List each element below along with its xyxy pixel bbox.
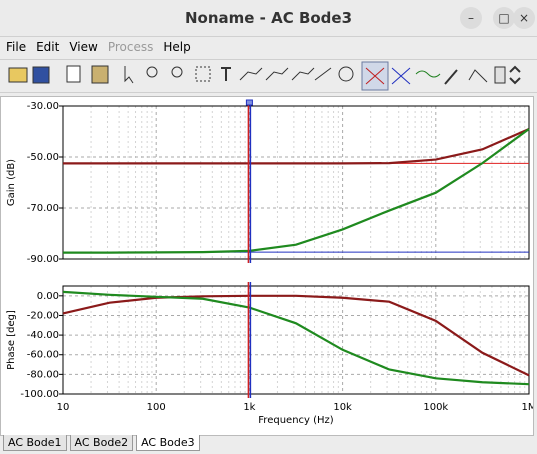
curve-tool-1[interactable]	[239, 67, 263, 81]
zoom-out-icon[interactable]	[171, 66, 183, 78]
text-icon[interactable]	[221, 67, 231, 81]
y-axis-title: Phase [deg]	[6, 310, 17, 370]
paste-icon[interactable]	[91, 65, 109, 84]
x-tick-label: 10k	[333, 402, 352, 413]
curve-tool-2[interactable]	[265, 67, 289, 81]
menu-item[interactable]: Process	[107, 40, 154, 54]
menu-item[interactable]: View	[69, 40, 98, 54]
toolbar-icons	[8, 61, 521, 91]
plot-panel: Frequency (Hz) 10 100 1k 10k 100k 1M -30.00 -50…	[0, 96, 534, 436]
tab-bar: AC Bode1 AC Bode2 AC Bode3	[3, 435, 203, 451]
y-tick-label: -30.00	[27, 101, 59, 112]
zoom-in-icon[interactable]	[146, 66, 158, 78]
plots: Frequency (Hz) 10 100 1k 10k 100k 1M -30.00 -50…	[6, 99, 535, 426]
menu-bar: File Edit View Process Help	[0, 38, 195, 58]
cursor-a-icon	[365, 67, 385, 85]
series-line	[63, 127, 530, 165]
menu-item[interactable]: File	[6, 40, 27, 54]
tab[interactable]: AC Bode2	[69, 435, 134, 451]
pointer-icon[interactable]	[124, 66, 134, 84]
scroll-left[interactable]	[494, 66, 506, 84]
line-icon[interactable]	[314, 67, 332, 81]
minimize-button[interactable]: –	[460, 7, 482, 29]
menu-item[interactable]: Help	[163, 40, 191, 54]
toolbar	[0, 59, 537, 93]
curve-tool-3[interactable]	[291, 67, 315, 81]
y-tick-label: -80.00	[27, 369, 59, 380]
open-icon[interactable]	[8, 67, 28, 83]
series-line	[63, 128, 530, 254]
x-tick-label: 100k	[423, 402, 448, 413]
save-icon[interactable]	[32, 66, 50, 84]
cursor-b-icon[interactable]	[391, 67, 411, 85]
wave-icon[interactable]	[415, 70, 441, 78]
pick-icon[interactable]	[444, 69, 458, 85]
close-button[interactable]: ×	[513, 7, 535, 29]
window-title: Noname - AC Bode3	[184, 9, 353, 27]
y-tick-label: -100.00	[20, 389, 59, 400]
x-tick-label: 10	[57, 402, 70, 413]
y-tick-label: -20.00	[27, 310, 59, 321]
zoom-box-icon[interactable]	[195, 66, 211, 82]
circle-icon[interactable]	[338, 66, 354, 82]
scroll-updown[interactable]	[509, 65, 521, 85]
cursor-handle	[245, 99, 253, 106]
tab[interactable]: AC Bode3	[136, 435, 200, 451]
plot-frame	[62, 285, 530, 395]
title-bar: Noname - AC Bode3 – □ ×	[0, 0, 537, 37]
maximize-button[interactable]: □	[493, 7, 515, 29]
y-axis-title: Gain (dB)	[6, 159, 17, 206]
y-tick-label: -60.00	[27, 350, 59, 361]
tab[interactable]: AC Bode1	[3, 435, 67, 451]
copy-icon[interactable]	[66, 65, 81, 83]
slope-icon[interactable]	[468, 69, 488, 83]
x-tick-label: 1k	[243, 402, 255, 413]
menu-item[interactable]: Edit	[36, 40, 60, 54]
x-tick-label: 100	[147, 402, 166, 413]
series-line	[62, 294, 530, 377]
y-tick-label: -40.00	[27, 330, 59, 341]
y-tick-label: -50.00	[27, 152, 59, 163]
y-tick-label: -70.00	[27, 203, 59, 214]
x-axis-title: Frequency (Hz)	[258, 415, 334, 426]
plot-frame	[62, 105, 530, 260]
x-tick-label: 1M	[522, 402, 535, 413]
y-tick-label: -90.00	[27, 254, 59, 265]
y-tick-label: 0.00	[37, 291, 59, 302]
series-line	[62, 290, 530, 386]
